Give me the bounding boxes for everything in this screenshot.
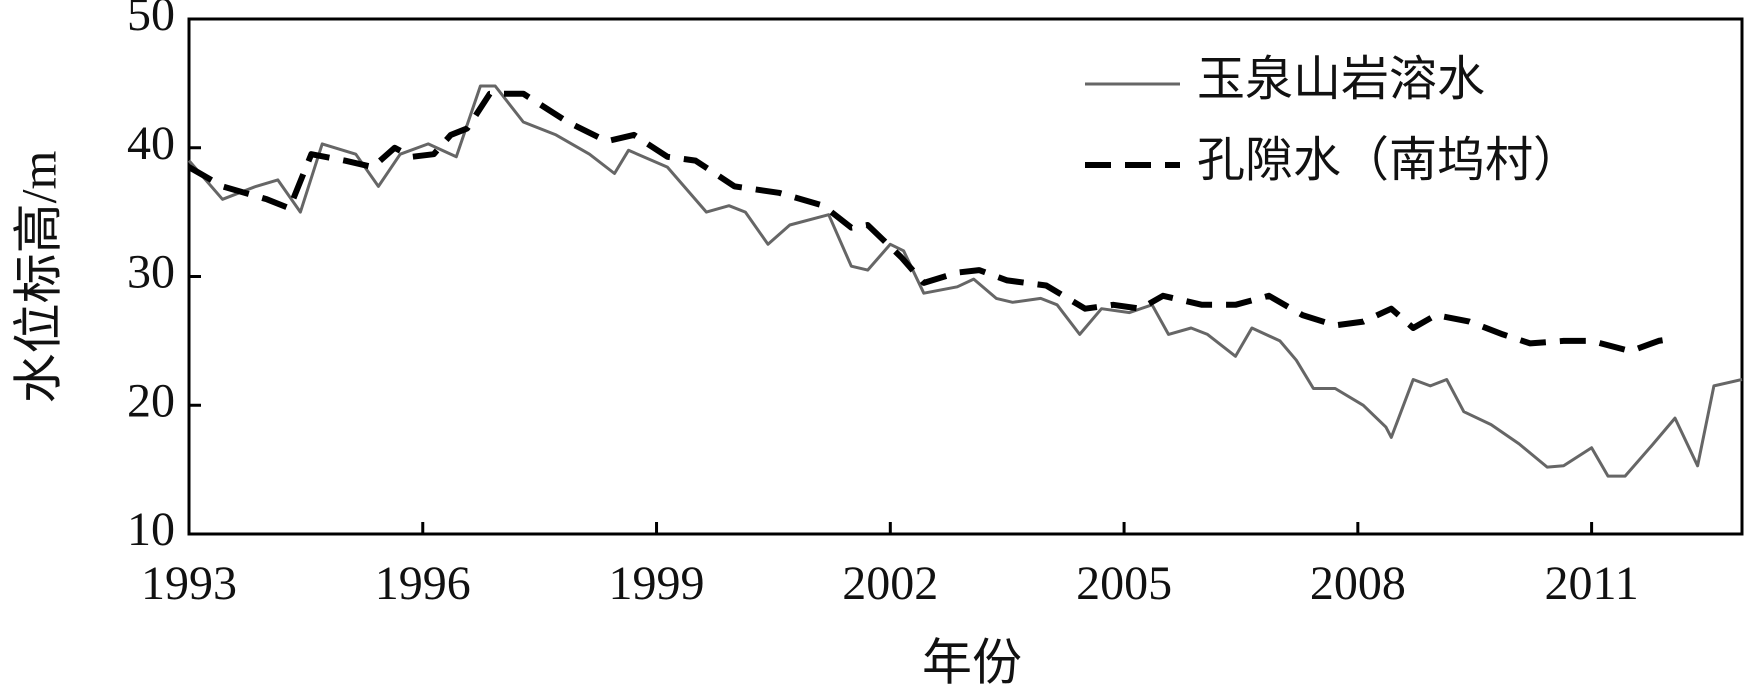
legend-label: 玉泉山岩溶水	[1197, 53, 1485, 106]
x-tick-label: 1996	[375, 557, 471, 610]
y-axis-title: 水位标高/m	[10, 151, 66, 404]
y-tick-label: 20	[127, 374, 175, 427]
x-tick-label: 2008	[1310, 557, 1406, 610]
x-tick-label: 2011	[1544, 557, 1638, 610]
plot-frame	[187, 17, 1744, 536]
y-tick-label: 50	[127, 0, 175, 41]
series-line	[187, 90, 1676, 355]
y-tick-label: 40	[127, 117, 175, 170]
x-tick-label: 2002	[842, 557, 938, 610]
x-tick-label: 1999	[609, 557, 705, 610]
series-line	[187, 84, 1743, 478]
y-tick-label: 30	[127, 246, 175, 299]
x-tick-label: 1993	[141, 557, 237, 610]
x-axis-title: 年份	[922, 634, 1022, 690]
legend-label: 孔隙水（南坞村）	[1197, 134, 1581, 187]
y-tick-label: 10	[127, 503, 175, 556]
x-tick-label: 2005	[1076, 557, 1172, 610]
